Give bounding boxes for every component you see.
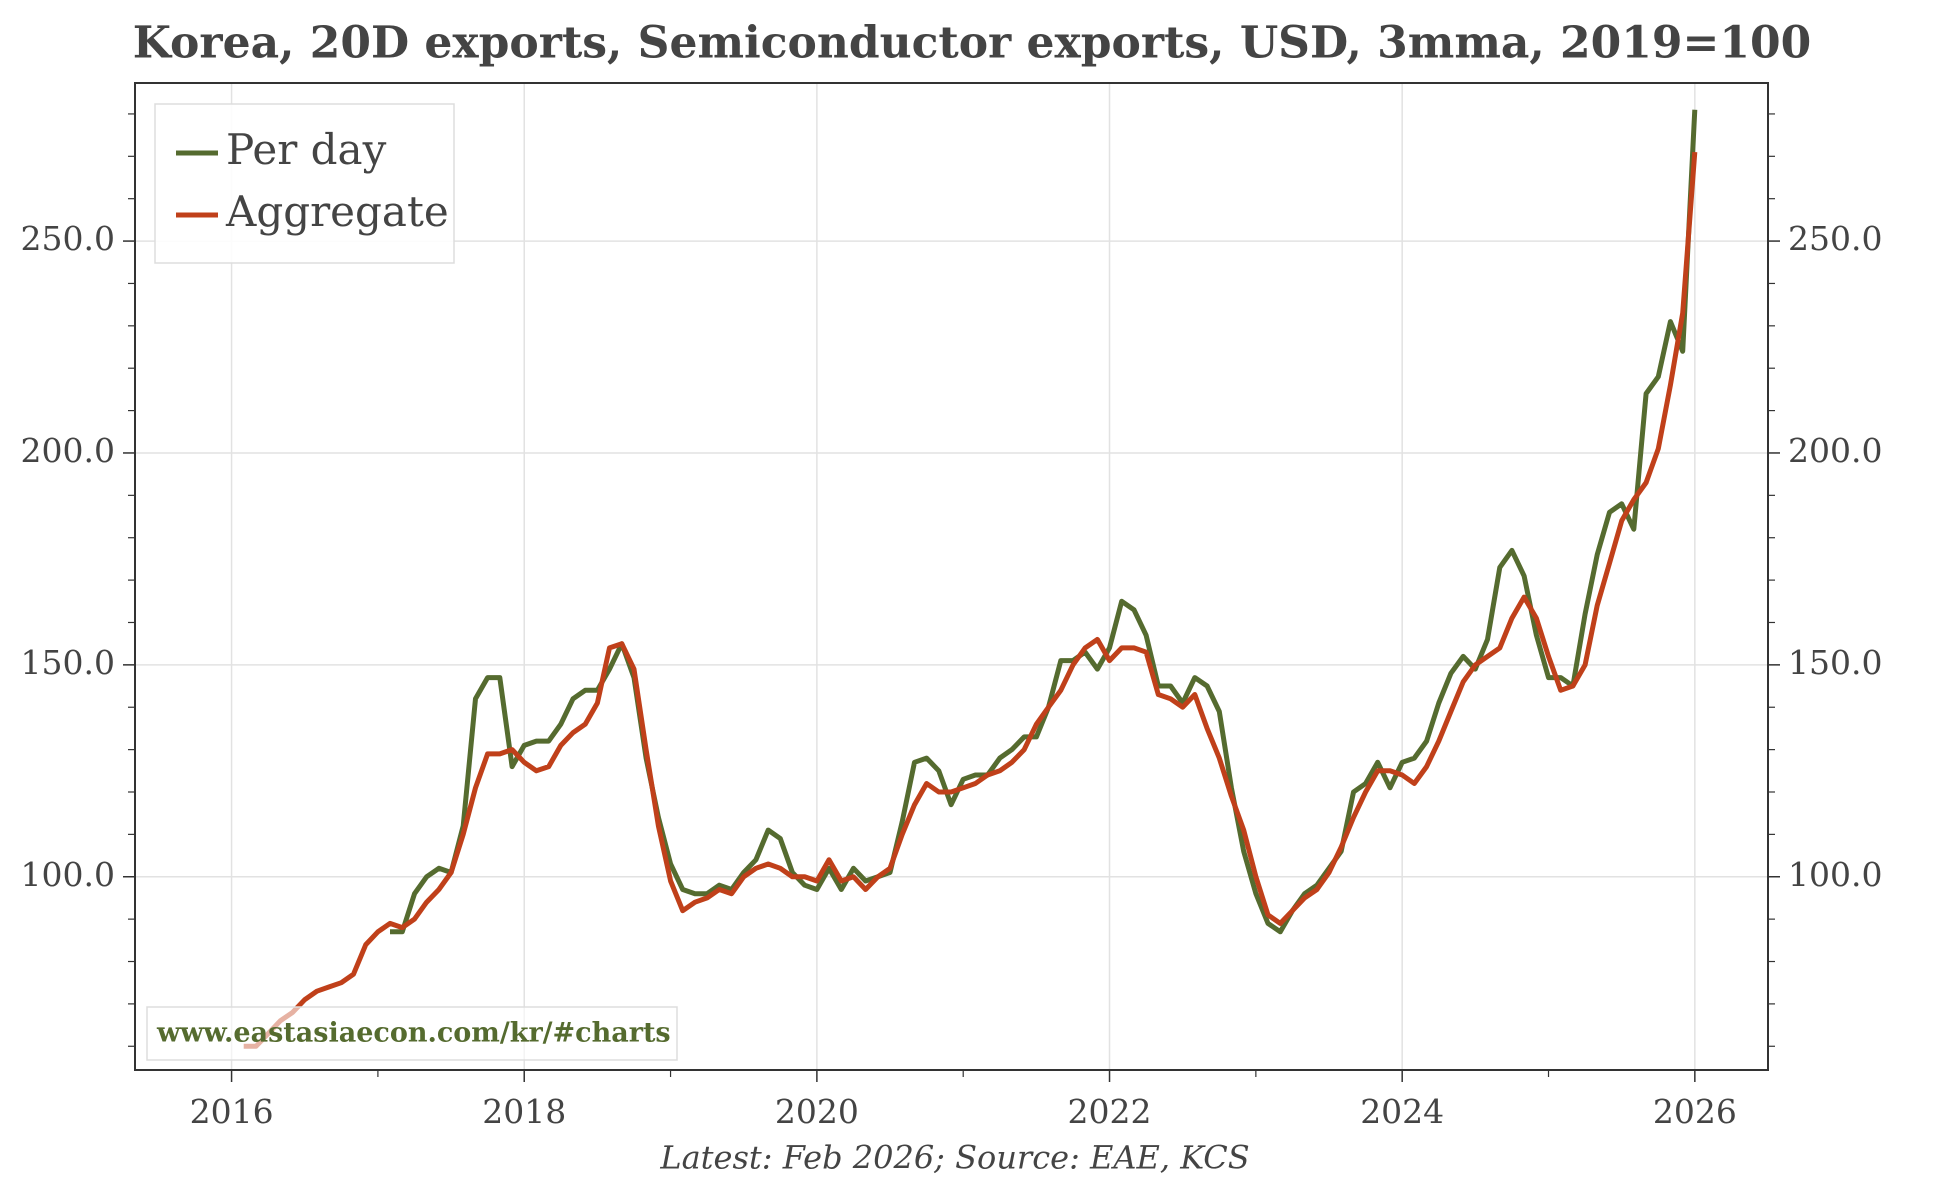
chart-title: Korea, 20D exports, Semiconductor export… (133, 18, 1811, 69)
legend-label: Per day (226, 125, 387, 174)
y-tick-label: 100.0 (21, 855, 115, 894)
x-tick-label: 2020 (775, 1092, 859, 1131)
x-tick-label: 2024 (1360, 1092, 1444, 1131)
x-tick-label: 2026 (1653, 1092, 1737, 1131)
y2-tick-label: 100.0 (1788, 855, 1882, 894)
legend-box (154, 103, 455, 264)
x-tick-label: 2016 (190, 1092, 274, 1131)
y-tick-label: 150.0 (21, 643, 115, 682)
x-tick-label: 2022 (1068, 1092, 1152, 1131)
y2-tick-label: 200.0 (1788, 431, 1882, 470)
x-tick-label: 2018 (482, 1092, 566, 1131)
watermark: www.eastasiaecon.com/kr/#charts (156, 1018, 671, 1049)
y2-tick-label: 150.0 (1788, 643, 1882, 682)
legend-label: Aggregate (225, 187, 449, 236)
y-tick-label: 200.0 (21, 431, 115, 470)
series-line (243, 151, 1698, 1049)
watermark-box (146, 1006, 678, 1061)
footnote: Latest: Feb 2026; Source: EAE, KCS (659, 1139, 1249, 1177)
series-line (390, 109, 1698, 935)
plot-frame (134, 82, 1769, 1071)
y-tick-label: 250.0 (21, 219, 115, 258)
y2-tick-label: 250.0 (1788, 219, 1882, 258)
